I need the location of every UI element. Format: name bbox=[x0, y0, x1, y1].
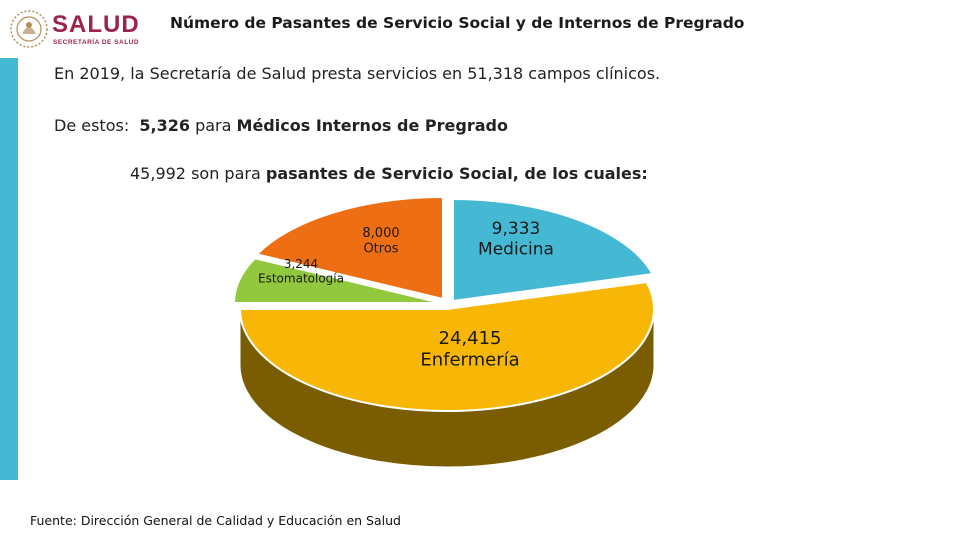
source-note: Fuente: Dirección General de Calidad y E… bbox=[30, 513, 401, 528]
data-label-enfermería: 24,415 Enfermería bbox=[420, 328, 519, 371]
logo-subtitle: SECRETARÍA DE SALUD bbox=[53, 39, 140, 46]
salud-logo: SALUD SECRETARÍA DE SALUD bbox=[8, 8, 158, 50]
interns-line: De estos: 5,326 para Médicos Internos de… bbox=[54, 116, 508, 135]
pie-slice-enfermería bbox=[238, 280, 655, 412]
interns-prefix: De estos: bbox=[54, 116, 130, 135]
coat-of-arms-icon bbox=[10, 10, 48, 48]
logo-name: SALUD bbox=[52, 11, 140, 38]
data-label-medicina: 9,333 Medicina bbox=[478, 219, 554, 259]
page-title: Número de Pasantes de Servicio Social y … bbox=[170, 14, 745, 32]
data-label-estomatología: 3,244 Estomatología bbox=[258, 257, 344, 285]
interns-middle: para bbox=[195, 116, 232, 135]
social-service-line: 45,992 son para pasantes de Servicio Soc… bbox=[130, 164, 648, 183]
social-service-middle: son para bbox=[191, 164, 261, 183]
accent-side-bar bbox=[0, 58, 18, 480]
pie-slice-estomatología bbox=[232, 257, 442, 304]
data-label-otros: 8,000 Otros bbox=[362, 226, 399, 257]
pie-slice-medicina bbox=[452, 197, 655, 303]
summary-line: En 2019, la Secretaría de Salud presta s… bbox=[54, 64, 661, 83]
interns-label: Médicos Internos de Pregrado bbox=[236, 116, 508, 135]
pie-slice-otros bbox=[254, 195, 444, 301]
interns-count: 5,326 bbox=[139, 116, 190, 135]
social-service-count: 45,992 bbox=[130, 164, 186, 183]
social-service-label: pasantes de Servicio Social, de los cual… bbox=[265, 164, 648, 183]
